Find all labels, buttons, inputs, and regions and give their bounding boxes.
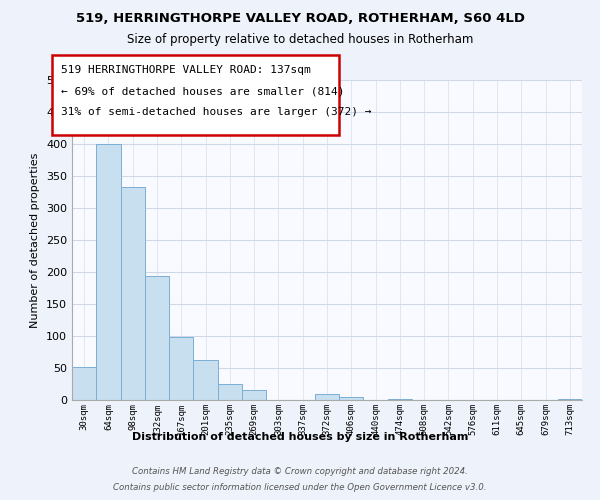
Bar: [242, 390, 266, 400]
Bar: [96, 144, 121, 400]
Bar: [218, 384, 242, 400]
Bar: [145, 276, 169, 400]
Text: ← 69% of detached houses are smaller (814): ← 69% of detached houses are smaller (81…: [61, 86, 344, 96]
Bar: [558, 398, 582, 400]
Text: Contains public sector information licensed under the Open Government Licence v3: Contains public sector information licen…: [113, 484, 487, 492]
Bar: [72, 366, 96, 400]
Text: Size of property relative to detached houses in Rotherham: Size of property relative to detached ho…: [127, 32, 473, 46]
Text: 519 HERRINGTHORPE VALLEY ROAD: 137sqm: 519 HERRINGTHORPE VALLEY ROAD: 137sqm: [61, 65, 311, 75]
Bar: [339, 397, 364, 400]
Bar: [388, 398, 412, 400]
Bar: [169, 336, 193, 400]
Text: 31% of semi-detached houses are larger (372) →: 31% of semi-detached houses are larger (…: [61, 107, 372, 117]
Y-axis label: Number of detached properties: Number of detached properties: [31, 152, 40, 328]
Text: Contains HM Land Registry data © Crown copyright and database right 2024.: Contains HM Land Registry data © Crown c…: [132, 468, 468, 476]
Text: 519, HERRINGTHORPE VALLEY ROAD, ROTHERHAM, S60 4LD: 519, HERRINGTHORPE VALLEY ROAD, ROTHERHA…: [76, 12, 524, 26]
Text: Distribution of detached houses by size in Rotherham: Distribution of detached houses by size …: [132, 432, 468, 442]
Bar: [315, 394, 339, 400]
Bar: [193, 360, 218, 400]
Bar: [121, 187, 145, 400]
